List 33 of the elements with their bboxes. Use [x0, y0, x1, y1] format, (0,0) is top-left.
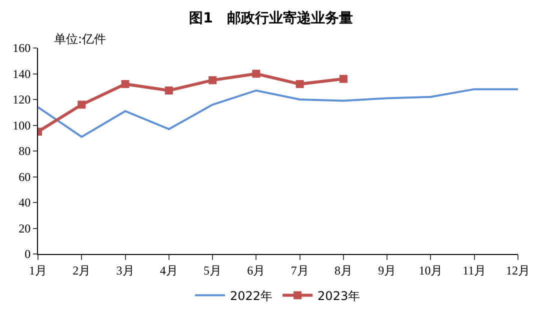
chart-title: 图1 邮政行业寄递业务量	[189, 10, 353, 27]
y-tick-label: 0	[24, 247, 31, 262]
point	[339, 74, 348, 83]
x-tick-label: 11月	[462, 263, 486, 278]
x-tick-label: 9月	[378, 263, 396, 278]
y-tick-label: 160	[12, 41, 31, 56]
y-tick-label: 40	[18, 196, 31, 210]
x-tick-label: 4月	[160, 263, 178, 278]
y-tick-label: 20	[18, 221, 31, 236]
text: 单位:亿件	[54, 32, 106, 46]
point	[208, 76, 217, 84]
x-tick-label: 7月	[290, 263, 309, 278]
point	[296, 80, 304, 88]
legend-label: 2022年	[230, 288, 273, 303]
y-tick-label: 80	[18, 144, 31, 158]
point	[252, 70, 260, 78]
x-tick-label: 2月	[72, 263, 91, 278]
x-tick-label: 10月	[418, 263, 443, 278]
x-tick-label: 8月	[334, 263, 352, 278]
y-tick-label: 60	[18, 170, 31, 184]
line-series	[38, 88, 518, 138]
x-tick-label: 5月	[204, 263, 222, 278]
x-tick-label: 12月	[506, 263, 530, 278]
y-tick-label: 100	[12, 118, 31, 132]
point	[164, 86, 173, 94]
y-tick-label: 140	[12, 66, 31, 81]
x-tick-label: 3月	[116, 263, 134, 278]
y-tick-label: 120	[12, 92, 31, 107]
legend-label: 2023年	[318, 288, 360, 303]
point	[121, 80, 130, 88]
x-tick-label: 6月	[247, 263, 266, 278]
x-tick-label: 1月	[29, 263, 47, 278]
point	[78, 100, 86, 109]
